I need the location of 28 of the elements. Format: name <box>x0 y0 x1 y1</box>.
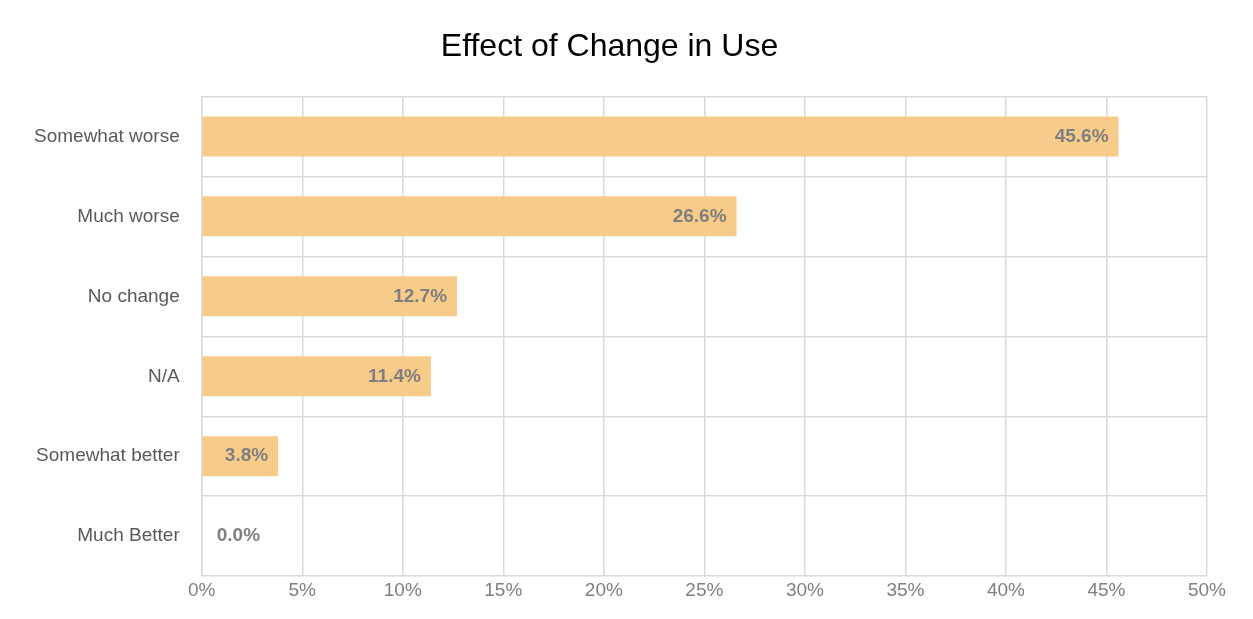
x-tick-label: 20% <box>584 578 623 600</box>
y-tick-label: Somewhat better <box>36 444 181 466</box>
y-tick-label: N/A <box>148 364 181 386</box>
data-label: 3.8% <box>224 444 269 466</box>
x-tick-label: 0% <box>187 578 216 600</box>
x-tick-label: 10% <box>383 578 422 600</box>
x-tick-label: 45% <box>1087 578 1126 600</box>
x-tick-label: 35% <box>886 578 925 600</box>
y-tick-label: Much Better <box>77 524 181 546</box>
bar <box>202 356 431 397</box>
data-label: 0.0% <box>216 524 261 546</box>
y-tick-label: Much worse <box>77 204 180 226</box>
x-tick-label: 5% <box>288 578 317 600</box>
data-label: 11.4% <box>368 364 422 386</box>
data-label: 45.6% <box>1054 124 1109 146</box>
x-tick-label: 15% <box>484 578 523 600</box>
x-tick-label: 40% <box>986 578 1026 600</box>
x-tick-label: 30% <box>785 578 825 600</box>
x-tick-label: 25% <box>685 578 724 600</box>
y-tick-label: No change <box>87 284 180 306</box>
data-label: 26.6% <box>672 204 727 226</box>
chart-title: Effect of Change in Use <box>440 27 779 64</box>
y-tick-label: Somewhat worse <box>33 124 180 146</box>
bar <box>202 196 737 237</box>
bar <box>202 276 458 317</box>
bar <box>202 116 1119 157</box>
data-label: 12.7% <box>393 284 448 306</box>
x-tick-label: 50% <box>1187 578 1227 600</box>
